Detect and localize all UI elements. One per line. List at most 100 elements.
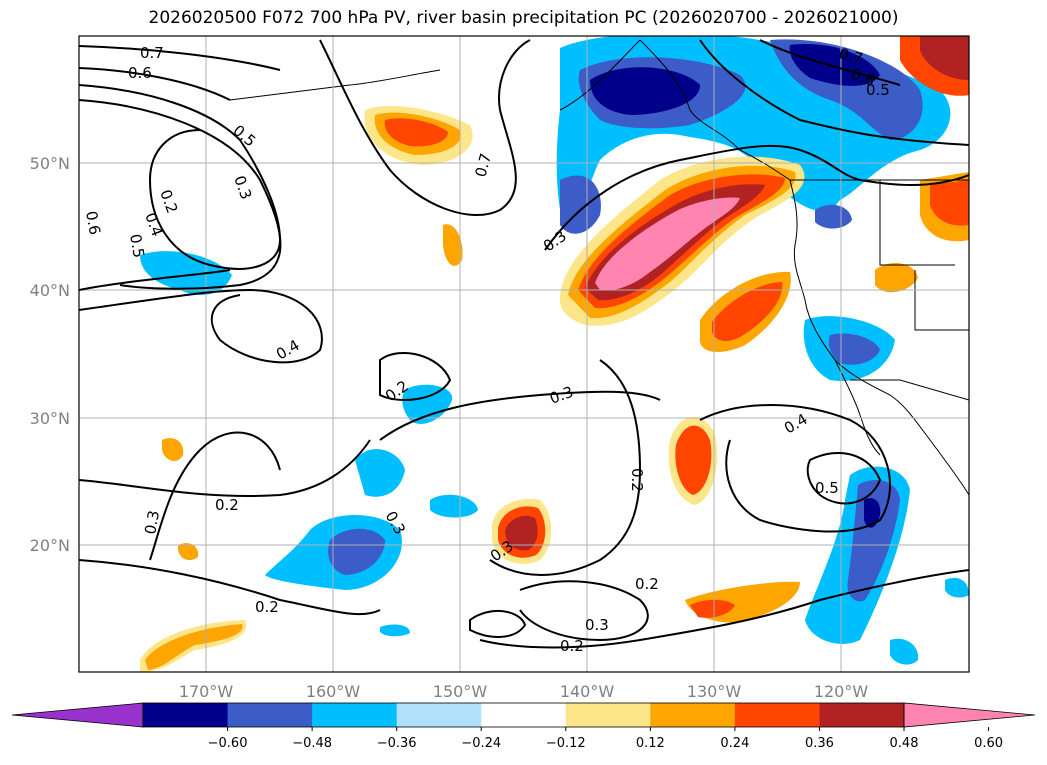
map-panel [78,35,970,673]
pv-contour-ne [759,39,901,86]
colorbar-tick-label: −0.12 [546,736,586,751]
neg-anomaly-s-small-2 [890,638,919,665]
colorbar-extend-max [903,702,1036,728]
neg-anomaly-e-small [945,577,969,598]
pv-contour-0.2-west [79,269,231,291]
pos-anomaly-sw-core [145,624,243,670]
colorbar-tick-label: −0.36 [377,736,417,751]
lon-axis: 170°W 160°W 150°W 140°W 130°W 120°W [179,682,869,701]
contour-label: 0.2 [635,575,659,593]
neg-anomaly-east-strip-deep [864,498,881,528]
lat-tick-label: 30°N [30,409,70,428]
colorbar-tick-label: −0.48 [292,736,332,751]
border-canada-us [790,179,969,266]
pos-anomaly-small [443,224,463,266]
pv-contour-0.3-west [79,99,282,290]
pos-anomaly-ne-core [920,36,969,80]
lat-axis: 20°N 30°N 40°N 50°N [30,154,70,555]
pv-contour-0.2-south [79,439,371,498]
pv-contour-0.6-north [79,67,231,101]
colorbar-tick-label: −0.24 [461,736,501,751]
neg-anomaly-streak-core [328,528,385,575]
contour-label: 0.2 [215,496,239,514]
neg-anomaly-alaska-deep [590,67,700,115]
neg-anomaly-east-strip-core [847,480,900,602]
pos-anomaly-130w-core [675,425,712,495]
lon-tick-label: 120°W [814,682,869,701]
pv-contour-0.3-s [469,609,527,638]
colorbar-tick-label: 0.48 [890,736,919,751]
colorbar-extend-min [11,702,144,728]
colorbar-segment [227,703,313,727]
colorbar-segment [819,703,905,727]
contour-label: 0.2 [560,637,584,655]
lon-tick-label: 130°W [687,682,742,701]
pos-anomaly-inland [875,263,918,293]
lon-tick-label: 170°W [179,682,234,701]
colorbar-segment [565,703,651,727]
map-title: 2026020500 F072 700 hPa PV, river basin … [148,8,899,28]
colorbar-tick-label: 0.60 [974,736,1003,751]
contour-label: 0.6 [128,64,152,82]
contour-label: 0.7 [837,44,865,68]
lon-tick-label: 160°W [306,682,361,701]
pos-anomaly-w-small-2 [178,543,199,561]
contour-label: 0.7 [140,44,164,62]
contour-label: 0.5 [815,479,839,497]
pv-contour-0.5-west [79,84,282,270]
colorbar-segment [650,703,736,727]
pv-contour-0.4 [79,288,323,364]
pos-anomaly-east-edge-core [930,180,969,226]
pos-anomaly-130w-south-core [690,599,735,618]
colorbar-segment [734,703,820,727]
contour-label: 0.3 [141,509,163,536]
lat-tick-label: 50°N [30,154,70,173]
colorbar-segment [481,703,567,727]
contour-label: 0.3 [585,616,609,634]
pv-contour-0.2-se [479,569,969,649]
pos-anomaly-mid-deep [505,515,538,551]
precip-shading [140,36,969,672]
colorbar-tick-label: 0.24 [720,736,749,751]
contour-label: 0.6 [82,210,104,237]
neg-anomaly-s-small [380,624,410,637]
lat-tick-label: 20°N [30,536,70,555]
pos-anomaly-ar-pink [595,197,740,291]
neg-anomaly-streak-4 [430,494,478,518]
pv-contour-ne-2 [699,39,969,146]
colorbar-tick-label: 0.36 [805,736,834,751]
lon-tick-label: 150°W [433,682,488,701]
contour-label: 0.2 [628,468,646,492]
pos-anomaly-coast-core [712,282,783,341]
pos-anomaly-central-red [384,118,448,147]
pv-contour-0.5-east [806,451,882,505]
neg-anomaly-streak-2 [355,449,405,497]
colorbar-tick-label: 0.12 [636,736,665,751]
pv-contour-0.7-north [79,45,281,71]
pv-contour-0.7-central [319,39,531,216]
lon-tick-label: 140°W [560,682,615,701]
colorbar-tick-label: −0.60 [208,736,248,751]
pv-contour-0.3-south [519,580,649,642]
pv-contour-0.2-mid [489,359,642,576]
neg-anomaly-west-pacific [140,251,232,295]
contour-label: 0.5 [126,233,148,260]
pv-contour-0.2-sw [79,559,381,616]
contour-label: 0.2 [255,598,279,616]
pv-contour-0.3-ar-wrap [544,144,969,251]
pos-anomaly-w-small [162,438,184,462]
colorbar: −0.60 −0.48 −0.36 −0.24 −0.12 0.12 0.24 0.36 0.4… [11,702,1036,751]
map-frame [78,35,970,673]
pv-contour-0.3-sw [149,431,281,561]
colorbar-segment [396,703,482,727]
coastline-aleutians [229,69,441,101]
neg-anomaly-streak-1 [402,384,453,424]
neg-anomaly-baja-core [828,333,880,365]
colorbar-frame [142,702,905,728]
lat-tick-label: 40°N [30,281,70,300]
colorbar-segment [143,703,229,727]
pv-contour-0.4-east [699,404,891,533]
coastline-baja [834,359,881,456]
pv-contour-0.3-central [379,390,661,441]
